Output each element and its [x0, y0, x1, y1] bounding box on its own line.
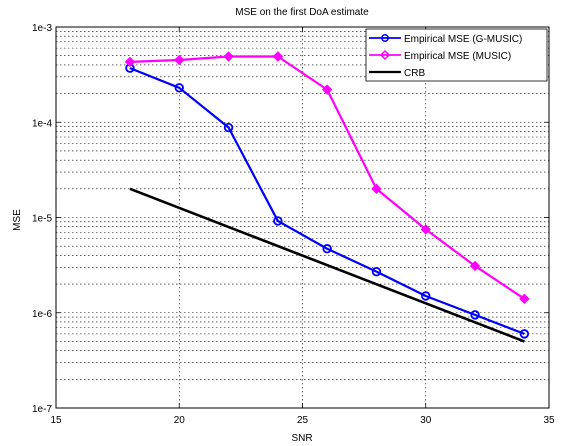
y-tick-label: 1e-7: [32, 404, 52, 415]
legend-label-g-music: Empirical MSE (G-MUSIC): [404, 34, 522, 45]
x-tick-label: 25: [297, 415, 309, 426]
x-tick-label: 35: [543, 415, 555, 426]
y-tick-label: 1e-4: [32, 118, 52, 129]
x-axis-label: SNR: [291, 433, 312, 444]
chart-title: MSE on the first DoA estimate: [235, 7, 369, 18]
y-tick-label: 1e-5: [32, 214, 52, 225]
x-tick-label: 30: [420, 415, 432, 426]
x-tick-label: 15: [50, 415, 62, 426]
legend-label-music: Empirical MSE (MUSIC): [404, 51, 511, 62]
y-tick-label: 1e-3: [32, 23, 52, 34]
legend-label-crb: CRB: [404, 68, 425, 79]
y-axis-label: MSE: [12, 209, 23, 231]
y-tick-label: 1e-6: [32, 309, 52, 320]
x-tick-label: 20: [174, 415, 186, 426]
legend: Empirical MSE (G-MUSIC) Empirical MSE (M…: [366, 29, 547, 81]
